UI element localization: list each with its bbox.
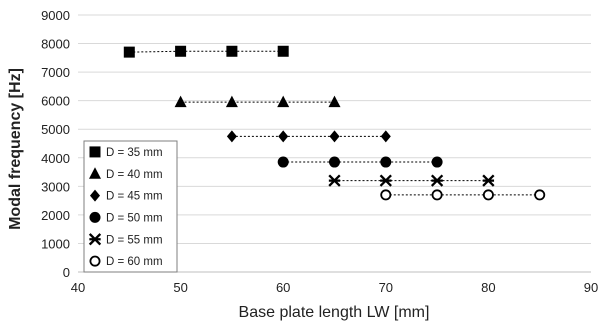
data-point (225, 95, 238, 108)
legend-item: D = 50 mm (89, 211, 163, 224)
data-point (430, 174, 444, 187)
data-point (277, 45, 289, 57)
data-point (226, 130, 237, 143)
legend-label: D = 40 mm (106, 169, 163, 181)
y-tick-label: 1000 (41, 236, 70, 251)
y-tick-label: 2000 (41, 208, 70, 223)
data-point (431, 189, 443, 201)
data-point (89, 167, 101, 179)
legend-item: D = 55 mm (88, 233, 163, 246)
y-tick-label: 7000 (41, 65, 70, 80)
series-line (129, 50, 284, 53)
x-tick-label: 80 (481, 280, 495, 295)
series (226, 130, 391, 143)
series (174, 95, 341, 108)
x-tick-label: 90 (584, 280, 598, 295)
data-point (175, 45, 187, 57)
axes: 0 1000 2000 3000 4000 5000 6000 7000 8000 9000 40 5… (41, 8, 598, 295)
data-point (88, 233, 102, 246)
data-point (278, 130, 289, 143)
data-point (277, 156, 289, 168)
y-tick-label: 6000 (41, 94, 70, 109)
data-point (174, 95, 187, 108)
y-axis-label: Modal frequency [Hz] (7, 68, 24, 230)
data-point (329, 130, 340, 143)
y-tick-label: 0 (63, 265, 70, 280)
data-point (328, 95, 341, 108)
y-tick-label: 8000 (41, 37, 70, 52)
legend-label: D = 45 mm (106, 191, 163, 203)
y-tick-label: 5000 (41, 122, 70, 137)
data-point (328, 174, 341, 187)
x-tick-label: 70 (379, 280, 393, 295)
legend-box (83, 140, 178, 273)
data-point (380, 130, 391, 143)
series (123, 45, 289, 58)
data-point (90, 189, 100, 202)
data-point (380, 189, 392, 201)
series-group (123, 45, 546, 201)
data-point (89, 255, 101, 267)
x-tick-label: 50 (173, 280, 187, 295)
x-axis-label: Base plate length LW [mm] (239, 304, 430, 321)
data-point (89, 146, 101, 158)
legend-label: D = 35 mm (106, 147, 163, 159)
legend: D = 35 mm D = 40 mm D = 45 mm D = 50 mm D = … (83, 140, 178, 273)
data-point (380, 156, 392, 168)
legend-item: D = 35 mm (89, 146, 163, 159)
legend-label: D = 60 mm (106, 256, 163, 268)
y-tick-label: 9000 (41, 8, 70, 23)
legend-item: D = 60 mm (89, 255, 163, 268)
data-point (329, 156, 340, 168)
legend-label: D = 50 mm (106, 212, 163, 224)
data-point (482, 174, 495, 187)
x-tick-label: 60 (276, 280, 290, 295)
legend-label: D = 55 mm (106, 234, 163, 246)
data-point (277, 95, 290, 108)
data-point (89, 211, 101, 223)
data-point (534, 189, 546, 201)
legend-item: D = 45 mm (90, 189, 163, 203)
data-point (379, 174, 392, 187)
data-point (226, 45, 238, 57)
legend-item: D = 40 mm (89, 167, 163, 181)
data-point (123, 46, 135, 58)
y-tick-label: 4000 (41, 151, 70, 166)
series (328, 174, 495, 187)
series (277, 156, 443, 168)
series (380, 189, 546, 201)
x-tick-label: 40 (71, 280, 85, 295)
data-point (482, 189, 494, 201)
data-point (431, 156, 443, 168)
y-tick-label: 3000 (41, 179, 70, 194)
